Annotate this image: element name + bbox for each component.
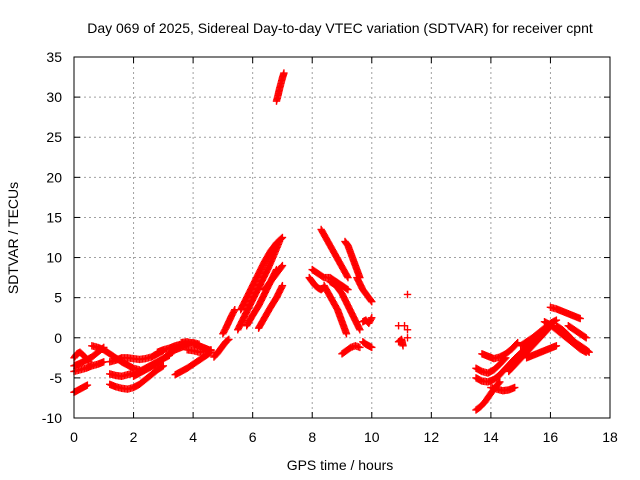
data-point [513,338,522,347]
data-point [342,330,351,338]
data-point [400,322,409,330]
grid-lines [74,57,610,418]
x-tick-label: 18 [602,429,618,445]
data-point [100,358,108,366]
data-point [511,383,519,392]
data-point [368,297,376,306]
y-axis-label: SDTVAR / TECUs [5,182,21,294]
x-axis-label: GPS time / hours [287,457,394,473]
x-tick-label: 0 [70,429,78,445]
data-point [368,314,376,322]
data-point [403,290,412,299]
x-tick-label: 10 [364,429,380,445]
data-point [85,358,93,366]
data-point [278,281,287,290]
data-point [584,347,592,356]
data-point [278,233,287,242]
data-point [496,378,504,386]
data-point [225,335,233,344]
data-point [403,326,412,334]
data-point [207,346,215,354]
plot-frame [73,56,611,419]
data-point [83,381,92,389]
y-tick-label: 15 [46,209,62,225]
data-point [581,333,589,341]
x-tick-labels: 0 2 4 6 8 10 12 14 16 18 [70,429,618,445]
data-point [585,348,593,356]
data-point [231,306,239,314]
x-tick-label: 12 [424,429,440,445]
data-point [356,343,364,352]
data-point [403,334,412,342]
x-tick-label: 8 [308,429,316,445]
data-point [576,314,584,323]
data-point [356,326,364,334]
y-tick-labels: -10 -5 0 5 10 15 20 25 30 35 [42,49,62,426]
data-point [224,336,232,344]
data-point [343,285,351,293]
data-point [552,342,561,350]
data-point [399,342,407,350]
data-point [394,322,403,330]
data-point [277,234,286,243]
data-point [159,362,168,370]
data-point [158,362,166,371]
data-point [344,285,352,294]
x-tick-label: 2 [130,429,138,445]
y-tick-label: 10 [46,250,62,266]
data-points [70,69,593,414]
y-tick-label: 0 [54,330,62,346]
x-tick-label: 16 [543,429,559,445]
x-tick-label: 14 [483,429,499,445]
y-tick-label: 5 [54,290,62,306]
y-tick-label: 20 [46,169,62,185]
data-point [582,334,590,342]
y-tick-label: 35 [46,49,62,65]
data-point [280,69,288,77]
data-point [344,273,352,282]
chart-title: Day 069 of 2025, Sidereal Day-to-day VTE… [87,20,593,36]
data-point [367,296,375,305]
y-tick-label: -5 [50,370,63,386]
data-point [495,379,503,387]
x-tick-label: 6 [249,429,257,445]
x-tick-label: 4 [189,429,197,445]
data-point [278,261,287,270]
y-tick-label: 25 [46,129,62,145]
y-tick-label: 30 [46,89,62,105]
data-point [512,339,521,348]
y-tick-label: -10 [42,410,62,426]
data-point [277,263,286,271]
data-point [84,357,92,365]
data-point [368,343,376,352]
